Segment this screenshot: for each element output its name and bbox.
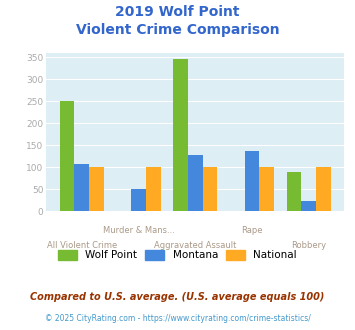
Bar [75,164,89,211]
Bar [188,155,203,211]
Text: Rape: Rape [241,226,263,235]
Bar [245,151,260,211]
Text: 2019 Wolf Point: 2019 Wolf Point [115,5,240,19]
Bar [173,59,188,211]
Legend: Wolf Point, Montana, National: Wolf Point, Montana, National [58,250,297,260]
Text: Violent Crime Comparison: Violent Crime Comparison [76,23,279,37]
Bar [286,172,301,211]
Bar [131,189,146,211]
Bar [260,167,274,211]
Bar [60,101,75,211]
Bar [146,167,161,211]
Bar [203,167,217,211]
Bar [89,167,104,211]
Text: © 2025 CityRating.com - https://www.cityrating.com/crime-statistics/: © 2025 CityRating.com - https://www.city… [45,314,310,323]
Text: Robbery: Robbery [291,241,326,250]
Text: All Violent Crime: All Violent Crime [47,241,117,250]
Text: Compared to U.S. average. (U.S. average equals 100): Compared to U.S. average. (U.S. average … [30,292,325,302]
Text: Murder & Mans...: Murder & Mans... [103,226,174,235]
Bar [316,167,331,211]
Bar [301,201,316,211]
Text: Aggravated Assault: Aggravated Assault [154,241,236,250]
